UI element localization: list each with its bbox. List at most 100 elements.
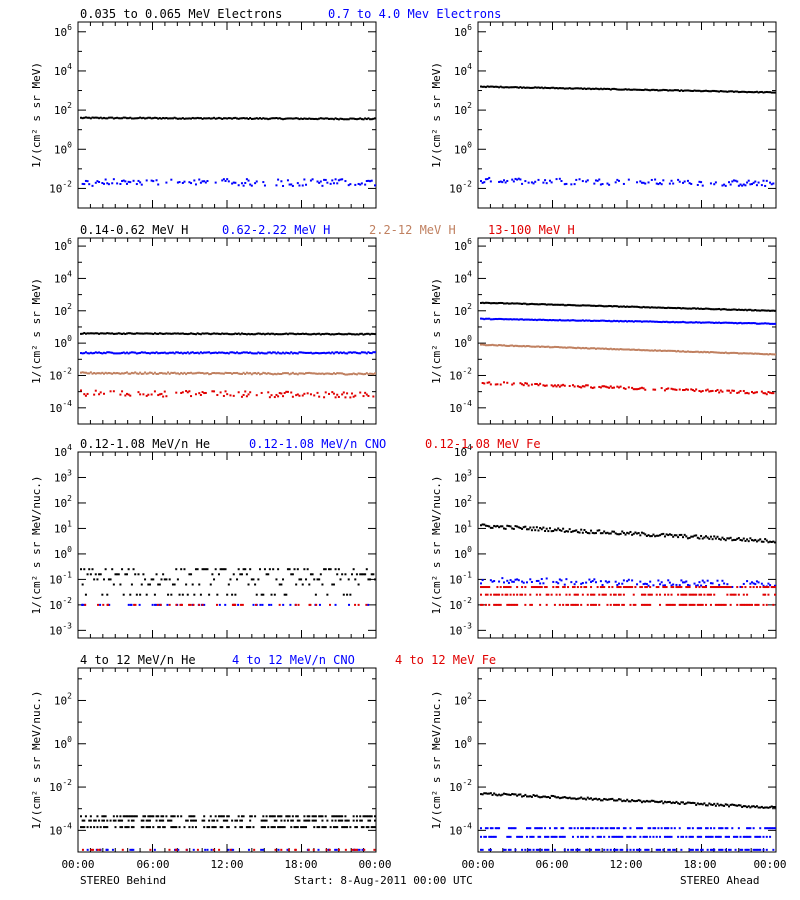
data-point: [737, 91, 740, 94]
series-0-14-0-62-mev-h: [80, 331, 376, 336]
data-point: [757, 309, 760, 312]
data-point: [631, 305, 634, 308]
y-tick-label: 103: [454, 468, 472, 484]
data-point: [732, 538, 735, 541]
data-point: [104, 826, 107, 829]
data-point: [680, 533, 683, 536]
legend-cno-low: 0.12-1.08 MeV/n CNO: [249, 437, 386, 451]
data-point: [121, 568, 124, 571]
data-point: [214, 568, 217, 571]
data-point: [652, 584, 655, 587]
data-point: [716, 835, 719, 838]
data-point: [537, 586, 540, 589]
data-point: [249, 351, 252, 354]
data-point: [709, 182, 712, 185]
data-point: [273, 826, 276, 829]
data-point: [176, 578, 179, 581]
data-point: [216, 117, 219, 120]
data-point: [762, 586, 765, 589]
data-point: [739, 585, 742, 588]
data-point: [309, 573, 312, 576]
data-point: [657, 579, 660, 582]
data-point: [529, 593, 532, 596]
data-point: [157, 826, 160, 829]
y-tick-label: 10-3: [49, 621, 72, 637]
data-point: [613, 848, 616, 851]
data-point: [91, 568, 94, 571]
data-point: [290, 391, 293, 394]
data-point: [691, 848, 694, 851]
data-point: [558, 797, 561, 800]
data-point: [709, 582, 712, 585]
data-point: [588, 87, 591, 90]
data-point: [122, 815, 125, 818]
data-point: [244, 390, 247, 393]
data-point: [594, 179, 597, 182]
data-point: [262, 815, 265, 818]
data-point: [194, 372, 197, 375]
data-point: [644, 88, 647, 91]
data-point: [486, 344, 489, 347]
data-point: [714, 308, 717, 311]
data-point: [644, 586, 647, 589]
data-point: [125, 815, 128, 818]
data-point: [542, 345, 545, 348]
data-point: [106, 819, 109, 822]
data-point: [359, 372, 362, 375]
data-point: [336, 117, 339, 120]
data-point: [736, 90, 739, 93]
data-point: [129, 593, 132, 596]
data-point: [309, 117, 312, 120]
data-point: [142, 819, 145, 822]
data-point: [140, 183, 143, 186]
data-point: [619, 586, 622, 589]
data-point: [147, 393, 150, 396]
data-point: [262, 181, 265, 184]
data-point: [96, 332, 99, 335]
data-point: [580, 319, 583, 322]
data-point: [690, 603, 693, 606]
data-point: [670, 306, 673, 309]
y-tick-label: 10-2: [49, 179, 72, 195]
y-tick-label: 102: [454, 691, 472, 707]
data-point: [749, 183, 752, 186]
data-point: [767, 309, 770, 312]
data-point: [278, 392, 281, 395]
data-point: [171, 826, 174, 829]
data-point: [339, 578, 342, 581]
data-point: [165, 352, 168, 355]
data-point: [367, 373, 370, 376]
data-point: [616, 178, 619, 181]
data-point: [708, 835, 711, 838]
data-point: [102, 603, 105, 606]
data-point: [655, 182, 658, 185]
data-point: [519, 318, 522, 321]
data-point: [121, 351, 124, 354]
data-point: [504, 848, 507, 851]
data-point: [553, 303, 556, 306]
data-point: [234, 116, 237, 119]
data-point: [590, 529, 593, 532]
data-point: [747, 805, 750, 808]
data-point: [367, 117, 370, 120]
data-point: [160, 351, 163, 354]
data-point: [157, 332, 160, 335]
data-point: [99, 116, 102, 119]
data-point: [765, 586, 768, 589]
data-point: [354, 351, 357, 354]
data-point: [591, 835, 594, 838]
data-point: [558, 177, 561, 180]
data-point: [726, 90, 729, 93]
data-point: [481, 793, 484, 796]
data-point: [742, 593, 745, 596]
data-point: [530, 795, 533, 798]
data-point: [145, 394, 148, 397]
data-point: [517, 302, 520, 305]
data-point: [747, 540, 750, 543]
data-point: [180, 603, 183, 606]
data-point: [86, 826, 89, 829]
data-point: [696, 848, 699, 851]
data-point: [724, 603, 727, 606]
data-point: [208, 117, 211, 120]
data-point: [632, 88, 635, 91]
